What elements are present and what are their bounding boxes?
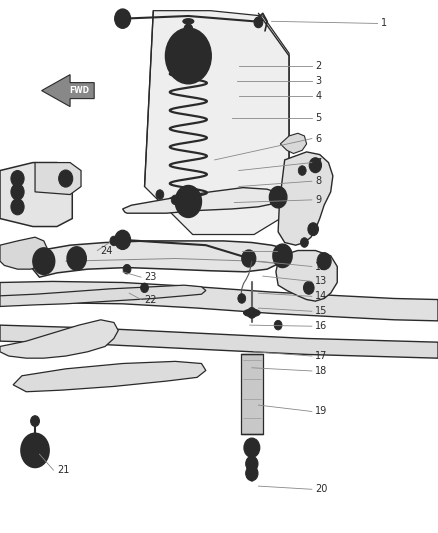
Circle shape <box>171 195 179 205</box>
Polygon shape <box>280 133 307 154</box>
Circle shape <box>158 192 162 197</box>
Circle shape <box>39 255 49 268</box>
Circle shape <box>251 446 253 449</box>
Polygon shape <box>241 354 263 434</box>
Polygon shape <box>276 251 337 301</box>
Text: 20: 20 <box>315 484 328 494</box>
Text: 19: 19 <box>315 407 328 416</box>
Circle shape <box>300 168 304 173</box>
Circle shape <box>173 198 177 202</box>
Circle shape <box>185 33 191 40</box>
Circle shape <box>300 238 308 247</box>
Text: 3: 3 <box>315 76 321 86</box>
Text: 15: 15 <box>315 306 328 316</box>
Polygon shape <box>0 320 118 358</box>
Text: 23: 23 <box>145 272 157 282</box>
Circle shape <box>278 251 287 261</box>
Circle shape <box>115 230 131 249</box>
Text: 11: 11 <box>280 246 293 255</box>
Text: 6: 6 <box>315 134 321 143</box>
Circle shape <box>72 253 81 264</box>
Circle shape <box>254 17 263 28</box>
Circle shape <box>110 236 118 246</box>
Circle shape <box>112 239 116 243</box>
Circle shape <box>67 247 86 270</box>
Circle shape <box>184 24 193 35</box>
Circle shape <box>11 184 24 200</box>
Circle shape <box>115 9 131 28</box>
Text: 16: 16 <box>315 321 328 331</box>
Circle shape <box>309 158 321 173</box>
Text: 17: 17 <box>315 351 328 361</box>
Circle shape <box>242 250 256 267</box>
Polygon shape <box>0 237 48 269</box>
Circle shape <box>141 283 148 293</box>
Circle shape <box>298 166 306 175</box>
Circle shape <box>11 171 24 187</box>
Circle shape <box>246 466 258 481</box>
Circle shape <box>143 286 146 290</box>
Polygon shape <box>42 75 94 107</box>
Polygon shape <box>278 152 333 245</box>
Circle shape <box>308 223 318 236</box>
Circle shape <box>177 43 199 69</box>
Circle shape <box>119 14 126 23</box>
Circle shape <box>248 443 255 452</box>
Polygon shape <box>0 285 206 306</box>
Circle shape <box>26 440 44 461</box>
Circle shape <box>59 170 73 187</box>
Circle shape <box>274 192 283 203</box>
Circle shape <box>274 320 282 330</box>
Text: 8: 8 <box>315 176 321 186</box>
Circle shape <box>276 323 280 327</box>
Circle shape <box>32 446 39 455</box>
Text: 4: 4 <box>315 91 321 101</box>
Text: 14: 14 <box>315 292 328 301</box>
Polygon shape <box>145 11 289 235</box>
Circle shape <box>31 416 39 426</box>
Text: 5: 5 <box>315 114 321 123</box>
Polygon shape <box>123 188 280 213</box>
Ellipse shape <box>167 195 209 208</box>
Polygon shape <box>0 163 72 227</box>
Text: 21: 21 <box>57 465 69 475</box>
Polygon shape <box>35 163 81 195</box>
Circle shape <box>123 264 131 274</box>
Circle shape <box>269 187 287 208</box>
Circle shape <box>246 456 258 471</box>
Text: 22: 22 <box>145 295 157 304</box>
Circle shape <box>125 267 129 271</box>
Circle shape <box>244 438 260 457</box>
Polygon shape <box>0 281 438 321</box>
Text: 9: 9 <box>315 195 321 205</box>
Circle shape <box>317 253 331 270</box>
Text: 24: 24 <box>101 246 113 255</box>
Text: 7: 7 <box>315 158 321 167</box>
Text: FWD: FWD <box>69 86 89 95</box>
Text: 2: 2 <box>315 61 321 71</box>
Circle shape <box>175 185 201 217</box>
Circle shape <box>304 281 314 294</box>
Ellipse shape <box>183 19 194 24</box>
Ellipse shape <box>244 309 260 317</box>
Text: 12: 12 <box>315 262 328 271</box>
Text: 13: 13 <box>315 277 328 286</box>
Circle shape <box>238 294 246 303</box>
Circle shape <box>166 28 211 84</box>
Circle shape <box>273 244 292 268</box>
Circle shape <box>247 308 256 318</box>
Circle shape <box>184 36 193 47</box>
Polygon shape <box>13 361 206 392</box>
Text: 18: 18 <box>315 366 328 376</box>
Polygon shape <box>0 325 438 358</box>
Circle shape <box>11 199 24 215</box>
Circle shape <box>21 433 49 467</box>
Circle shape <box>303 240 306 245</box>
Polygon shape <box>31 241 285 277</box>
Circle shape <box>156 190 164 199</box>
Text: 1: 1 <box>381 19 387 28</box>
Circle shape <box>33 248 55 274</box>
